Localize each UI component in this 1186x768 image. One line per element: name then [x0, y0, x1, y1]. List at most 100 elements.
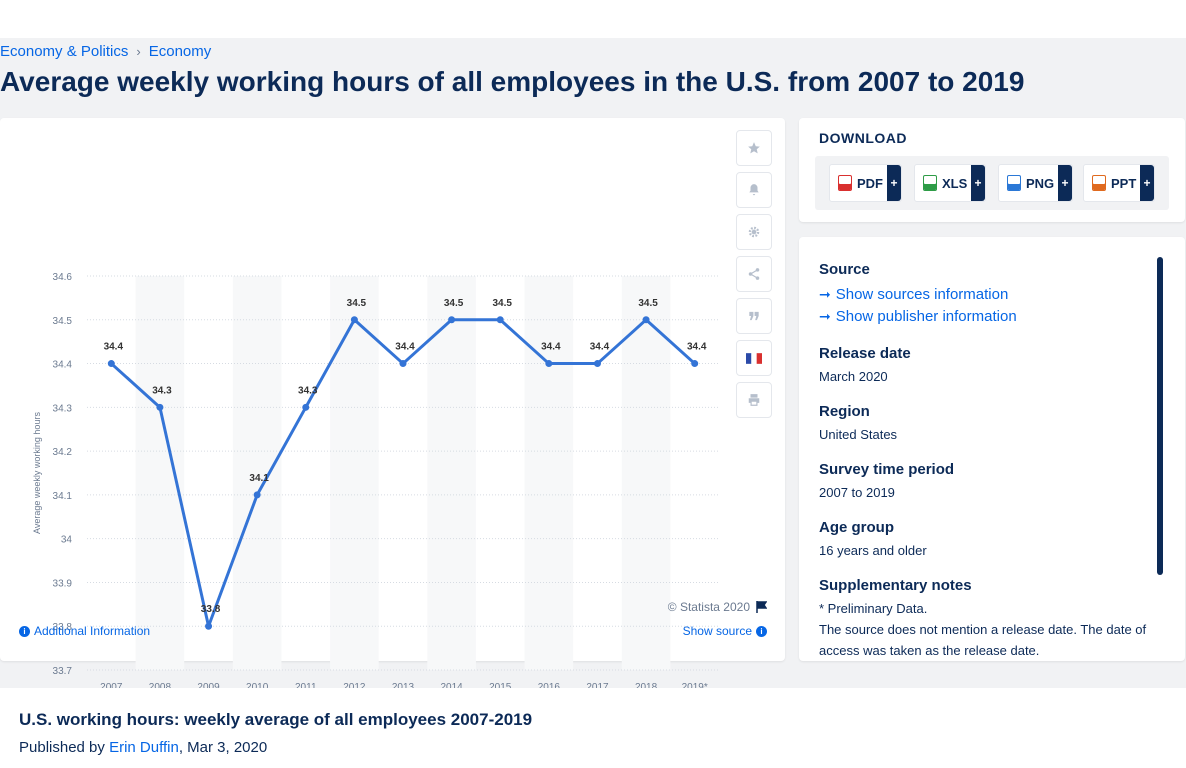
x-tick-label: 2008	[149, 682, 172, 693]
xls-file-icon	[923, 175, 937, 191]
region-label: Region	[819, 403, 870, 420]
data-label: 34.5	[347, 298, 367, 309]
page-title: Average weekly working hours of all empl…	[0, 66, 1025, 97]
x-tick-label: 2013	[392, 682, 415, 693]
release-date-label: Release date	[819, 345, 911, 362]
download-pdf-button[interactable]: PDF +	[829, 164, 902, 202]
copyright-text: © Statista 2020	[667, 600, 750, 614]
author-link[interactable]: Erin Duffin	[109, 739, 179, 756]
png-plus-icon: +	[1058, 165, 1072, 201]
data-point	[496, 316, 504, 324]
x-tick-label: 2017	[586, 682, 609, 693]
download-ppt-label: PPT	[1111, 175, 1137, 191]
y-tick-label: 34.3	[53, 403, 73, 414]
data-label: 34.5	[444, 298, 464, 309]
breadcrumb-economy-politics[interactable]: Economy & Politics	[0, 43, 129, 60]
data-label: 34.4	[104, 342, 124, 353]
flag-fr-icon	[746, 352, 762, 364]
show-sources-link[interactable]: ➞ Show sources information	[819, 286, 1149, 303]
info-icon: i	[19, 625, 30, 637]
survey-period-value: 2007 to 2019	[819, 485, 895, 500]
bell-icon	[749, 184, 759, 196]
pdf-file-icon	[838, 175, 852, 191]
statistic-details-card: Source ➞ Show sources information ➞ Show…	[799, 237, 1185, 661]
download-png-button[interactable]: PNG +	[998, 164, 1073, 202]
download-ppt-button[interactable]: PPT +	[1083, 164, 1155, 202]
published-by: Published by Erin Duffin, Mar 3, 2020	[19, 739, 267, 756]
release-date-value: March 2020	[819, 369, 888, 384]
share-button[interactable]	[736, 256, 772, 292]
published-date: , Mar 3, 2020	[178, 739, 268, 756]
data-label: 34.5	[492, 298, 512, 309]
show-source-link[interactable]: Show source i	[683, 624, 767, 638]
x-tick-label: 2019*	[682, 682, 708, 693]
x-tick-label: 2009	[197, 682, 220, 693]
breadcrumb-economy[interactable]: Economy	[148, 43, 212, 60]
data-point	[107, 360, 115, 368]
data-point	[350, 316, 358, 324]
arrow-right-icon: ➞	[819, 308, 831, 324]
language-button[interactable]	[736, 340, 772, 376]
data-point	[593, 360, 601, 368]
additional-information-link[interactable]: i Additional Information	[19, 624, 150, 638]
column-band	[524, 276, 574, 670]
data-label: 34.5	[638, 298, 658, 309]
supplementary-notes-line1: * Preliminary Data.	[819, 601, 928, 616]
y-tick-label: 33.9	[53, 578, 73, 589]
statistic-details: Source ➞ Show sources information ➞ Show…	[819, 261, 1149, 661]
data-label: 34.4	[590, 342, 610, 353]
column-band	[330, 276, 379, 670]
column-band	[621, 276, 671, 670]
data-point	[691, 360, 699, 368]
column-band	[135, 276, 185, 670]
pdf-plus-icon: +	[887, 165, 901, 201]
print-button[interactable]	[736, 382, 772, 418]
data-label: 34.4	[687, 342, 707, 353]
ppt-plus-icon: +	[1140, 165, 1154, 201]
x-tick-label: 2015	[489, 682, 512, 693]
statistic-summary: U.S. working hours: weekly average of al…	[0, 688, 1186, 768]
download-card: DOWNLOAD PDF + XLS + PNG + PPT +	[799, 118, 1185, 222]
gear-icon	[748, 226, 760, 238]
show-publisher-link[interactable]: ➞ Show publisher information	[819, 308, 1149, 325]
settings-button[interactable]	[736, 214, 772, 250]
flag-report-icon[interactable]	[756, 601, 767, 613]
ppt-file-icon	[1092, 175, 1106, 191]
data-point	[545, 360, 553, 368]
y-tick-label: 33.7	[53, 666, 73, 677]
xls-plus-icon: +	[971, 165, 985, 201]
download-heading: DOWNLOAD	[819, 130, 907, 146]
download-xls-button[interactable]: XLS +	[914, 164, 986, 202]
cite-button[interactable]	[736, 298, 772, 334]
x-tick-label: 2014	[440, 682, 463, 693]
top-bar	[0, 0, 1186, 38]
breadcrumb-separator: ›	[136, 44, 141, 59]
details-scrollbar-thumb[interactable]	[1157, 257, 1163, 575]
data-point	[205, 622, 213, 630]
png-file-icon	[1007, 175, 1021, 191]
x-tick-label: 2010	[246, 682, 269, 693]
details-scrollbar[interactable]	[1157, 257, 1163, 575]
chart-toolbar	[736, 130, 772, 418]
age-group-value: 16 years and older	[819, 543, 927, 558]
x-tick-label: 2007	[100, 682, 123, 693]
data-point	[302, 403, 310, 411]
supplementary-notes-label: Supplementary notes	[819, 577, 972, 594]
quote-icon	[749, 311, 759, 321]
copyright: © Statista 2020	[668, 600, 767, 614]
column-band	[232, 276, 282, 670]
age-group-label: Age group	[819, 519, 894, 536]
data-point	[399, 360, 407, 368]
data-label: 34.4	[541, 342, 561, 353]
x-tick-label: 2012	[343, 682, 366, 693]
chart-card: 34.6 34.5 34.4 34.3 34.2 34.1 34 33.9 33.8 33.7 20…	[0, 118, 785, 693]
x-tick-label: 2016	[538, 682, 561, 693]
favorite-button[interactable]	[736, 130, 772, 166]
data-label: 34.3	[152, 385, 172, 396]
y-tick-label: 34.5	[53, 316, 73, 327]
notification-button[interactable]	[736, 172, 772, 208]
y-tick-label: 34.4	[53, 360, 73, 371]
additional-information-label: Additional Information	[34, 624, 151, 638]
column-band	[427, 276, 476, 670]
show-publisher-label: Show publisher information	[835, 308, 1017, 325]
